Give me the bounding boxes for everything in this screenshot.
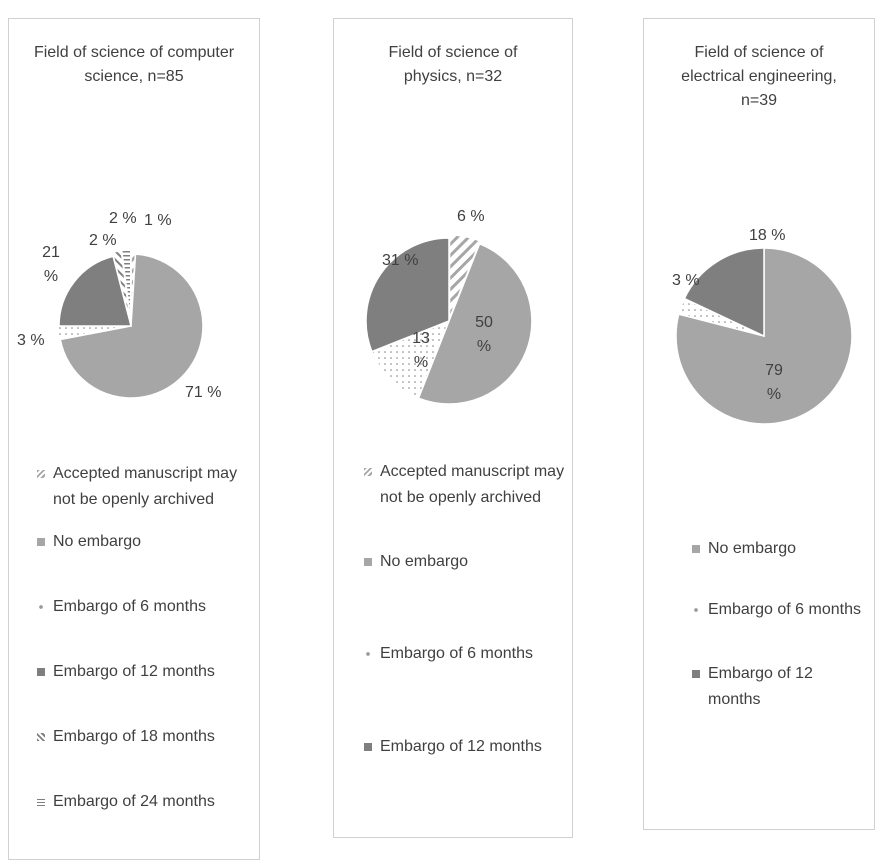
legend-item: Embargo of 12 months [364, 734, 570, 760]
legend-label: No embargo [53, 533, 142, 550]
data-label: 1 % [144, 212, 172, 229]
legend-item: No embargo [37, 529, 253, 555]
pie-slice [683, 247, 765, 338]
legend-label: Embargo of 12 months [53, 663, 215, 680]
chart-title: Field of science of electrical engineeri… [681, 44, 837, 109]
data-label: 79 % [765, 362, 783, 403]
pie-slice [365, 237, 450, 353]
legend-swatch [37, 798, 45, 806]
pie-slice [58, 255, 132, 327]
legend-swatch [364, 743, 372, 751]
legend-swatch [364, 468, 372, 476]
pie-slice [120, 249, 132, 323]
legend-label: Accepted manuscript may not be openly ar… [380, 463, 565, 506]
legend-swatch [37, 733, 45, 741]
legend-swatch [692, 606, 700, 614]
legend-label: Accepted manuscript may not be openly ar… [53, 465, 238, 508]
legend-label: Embargo of 6 months [53, 598, 206, 615]
legend-swatch [364, 558, 372, 566]
pie-chart [675, 247, 853, 425]
pie-slice [417, 242, 533, 405]
data-label: 13 % [412, 330, 430, 371]
legend-label: Embargo of 6 months [708, 601, 861, 618]
data-label: 31 % [382, 252, 419, 269]
legend-label: Embargo of 24 months [53, 793, 215, 810]
pie-slice [675, 247, 853, 425]
legend-label: Embargo of 12 months [380, 738, 542, 755]
legend-label: Embargo of 6 months [380, 645, 533, 662]
chart-panel-physics: Field of science of physics, n=32 6 % Acc… [333, 18, 573, 838]
data-label: 71 % [185, 384, 222, 401]
legend-item: Embargo of 12 months [692, 661, 868, 713]
legend-item: Embargo of 6 months [692, 597, 868, 623]
chart-panel-computer-science: Field of science of computer science, n=… [8, 18, 260, 860]
data-label: 6 % [457, 208, 485, 225]
legend-swatch [37, 470, 45, 478]
legend-swatch [692, 545, 700, 553]
legend-item: Accepted manuscript may not be openly ar… [364, 459, 570, 511]
chart-title: Field of science of physics, n=32 [388, 44, 518, 85]
pie-chart [54, 249, 204, 399]
legend-item: Embargo of 18 months [37, 724, 253, 750]
data-label: 18 % [749, 227, 786, 244]
legend-item: Accepted manuscript may not be openly ar… [37, 461, 253, 513]
legend-item: Embargo of 12 months [37, 659, 253, 685]
legend-swatch [364, 650, 372, 658]
legend-item: No embargo [364, 549, 570, 575]
legend-swatch [37, 603, 45, 611]
pie-slice [54, 325, 128, 341]
data-label: 3 % [672, 272, 700, 289]
pie-slice [448, 234, 482, 319]
legend-swatch [692, 670, 700, 678]
chart-panel-electrical-engineering: Field of science of electrical engineeri… [643, 18, 875, 830]
legend-label: No embargo [380, 553, 469, 570]
data-label: 2 % [109, 210, 137, 227]
data-label: 50 % [475, 314, 493, 355]
legend-swatch [37, 668, 45, 676]
legend-label: Embargo of 18 months [53, 728, 215, 745]
legend-item: No embargo [692, 536, 868, 562]
legend-item: Embargo of 24 months [37, 789, 253, 815]
pie-chart [365, 234, 533, 405]
chart-title: Field of science of computer science, n=… [33, 44, 235, 85]
legend-item: Embargo of 6 months [37, 594, 253, 620]
legend-label: No embargo [708, 540, 797, 557]
legend-swatch [37, 538, 45, 546]
data-label: 21 % [42, 244, 60, 285]
data-label: 2 % [89, 232, 117, 249]
legend-label: Embargo of 12 months [708, 665, 813, 708]
pie-slice [370, 319, 451, 400]
legend-item: Embargo of 6 months [364, 641, 570, 667]
data-label: 3 % [17, 332, 45, 349]
